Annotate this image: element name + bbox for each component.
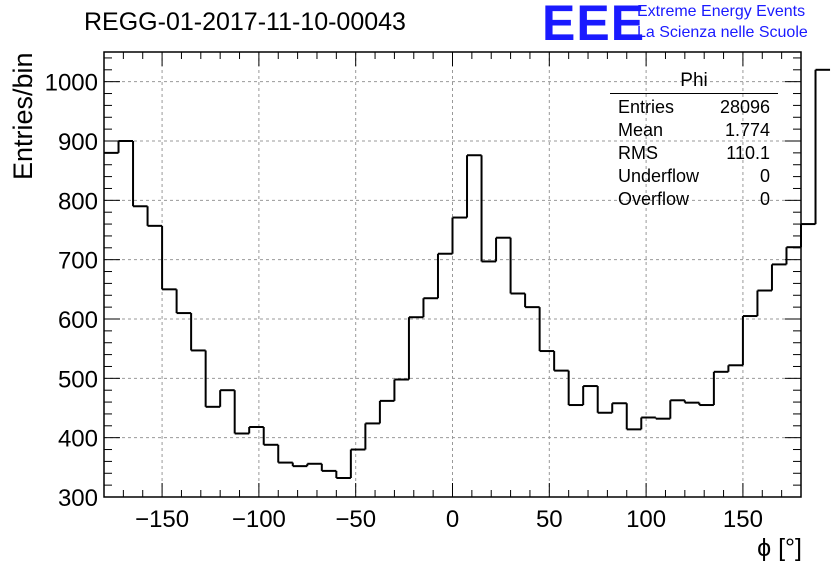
stats-value: 110.1 bbox=[726, 143, 770, 163]
x-tick-label: 100 bbox=[626, 506, 666, 533]
x-tick-label: 150 bbox=[723, 506, 763, 533]
logo-caption-line1: Extreme Energy Events bbox=[637, 3, 806, 20]
y-tick-label: 400 bbox=[58, 426, 98, 453]
stats-value: 1.774 bbox=[724, 120, 770, 140]
y-axis-label: Entries/bin bbox=[8, 52, 38, 180]
x-tick-label: −100 bbox=[232, 506, 286, 533]
y-tick-label: 500 bbox=[58, 366, 98, 393]
y-tick-label: 900 bbox=[58, 129, 98, 156]
stats-value: 28096 bbox=[719, 97, 770, 117]
x-tick-label: 0 bbox=[446, 506, 459, 533]
logo-caption-line2: La Scienza nelle Scuole bbox=[637, 24, 808, 41]
eee-logo: EEE bbox=[542, 0, 646, 51]
y-tick-label: 800 bbox=[58, 188, 98, 215]
y-tick-label: 600 bbox=[58, 307, 98, 334]
x-tick-label: −150 bbox=[135, 506, 189, 533]
stats-row: Entries 28096 bbox=[610, 96, 778, 119]
stats-label: RMS bbox=[618, 143, 658, 163]
stats-label: Overflow bbox=[618, 189, 690, 209]
stats-label: Mean bbox=[618, 120, 664, 140]
chart-title: REGG-01-2017-11-10-00043 bbox=[84, 8, 406, 36]
stats-row: Mean 1.774 bbox=[610, 119, 778, 142]
stats-row: RMS 110.1 bbox=[610, 142, 778, 165]
x-tick-label: 50 bbox=[536, 506, 563, 533]
y-tick-label: 700 bbox=[58, 248, 98, 275]
y-tick-label: 1000 bbox=[45, 70, 98, 97]
stats-value: 0 bbox=[759, 166, 770, 186]
stats-box: Phi Entries 28096 Mean 1.774 RMS 110.1 Unde… bbox=[610, 70, 778, 211]
stats-row: Underflow 0 bbox=[610, 165, 778, 188]
stats-title: Phi bbox=[610, 70, 778, 94]
stats-row: Overflow 0 bbox=[610, 188, 778, 211]
x-tick-label: −50 bbox=[335, 506, 376, 533]
stats-value: 0 bbox=[759, 189, 770, 209]
stats-label: Underflow bbox=[618, 166, 700, 186]
y-tick-label: 300 bbox=[58, 485, 98, 512]
x-axis-label: ϕ [°] bbox=[757, 534, 802, 562]
stats-label: Entries bbox=[618, 97, 675, 117]
